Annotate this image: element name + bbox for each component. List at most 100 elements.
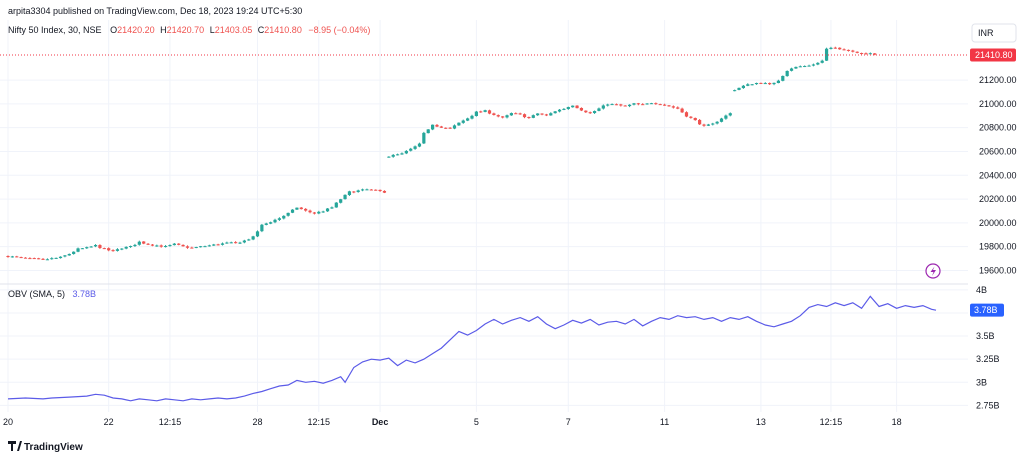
candle (339, 198, 343, 204)
candle (479, 110, 483, 113)
candle (575, 105, 579, 109)
candle (194, 246, 198, 249)
candle (711, 122, 715, 126)
candle (474, 110, 478, 117)
candle (347, 190, 352, 196)
candle (483, 109, 487, 113)
candle (715, 121, 719, 125)
candle (422, 131, 426, 145)
candle (330, 206, 334, 209)
price-axis-tick: 20000.00 (979, 218, 1017, 228)
candle (128, 245, 133, 248)
candle (781, 75, 785, 82)
high-value: 21420.70 (167, 25, 205, 35)
candle (400, 152, 404, 155)
time-axis-tick: 5 (474, 417, 479, 427)
candle (838, 47, 842, 50)
low-value: 21403.05 (215, 25, 253, 35)
candle (150, 243, 155, 247)
candle (606, 103, 610, 107)
candle (746, 83, 750, 87)
candle (360, 188, 365, 192)
candle (409, 147, 413, 152)
candle (514, 112, 518, 115)
candle (768, 82, 772, 85)
currency-button[interactable]: INR (971, 23, 1017, 43)
candle (470, 114, 474, 120)
candle (124, 246, 128, 250)
grid (0, 20, 968, 412)
candle (811, 63, 816, 67)
tv-icon (8, 441, 22, 451)
price-axis-tick: 19600.00 (979, 265, 1017, 275)
candle (614, 103, 619, 106)
candle (772, 82, 776, 86)
candle (531, 114, 535, 119)
candle (247, 238, 251, 241)
candle (641, 103, 645, 106)
candle (334, 202, 338, 208)
candle (461, 119, 465, 124)
candle (684, 111, 689, 118)
candle (199, 245, 203, 248)
candle (680, 107, 684, 113)
candle (610, 103, 614, 106)
candle (343, 194, 347, 200)
candle (645, 103, 649, 105)
lightning-icon[interactable] (925, 263, 941, 279)
candle (803, 65, 807, 68)
price-axis: 19600.00 19800.00 20000.00 20200.00 20400.00… (979, 75, 1017, 275)
obv-legend[interactable]: OBV (SMA, 5) 3.78B (8, 289, 96, 299)
candle (181, 244, 185, 247)
candle (702, 123, 706, 127)
candle (260, 223, 264, 233)
candle (225, 241, 229, 244)
candle (671, 105, 675, 109)
candle (6, 255, 10, 258)
svg-text:3.78B: 3.78B (974, 305, 998, 315)
candle (426, 129, 430, 134)
candle (566, 106, 570, 110)
candle (719, 117, 724, 123)
close-value: 21410.80 (264, 25, 302, 35)
candle (597, 107, 601, 112)
candle (492, 112, 496, 116)
candle (45, 258, 49, 261)
candle (277, 217, 281, 221)
candle (387, 156, 391, 158)
candle (540, 113, 544, 116)
candle (220, 242, 225, 246)
ohlc-legend[interactable]: Nifty 50 Index, 30, NSE O21420.20 H21420… (8, 25, 370, 35)
candle (417, 142, 422, 148)
candle (754, 82, 759, 85)
candle (794, 66, 798, 69)
candle (527, 116, 531, 119)
obv-value: 3.78B (73, 289, 97, 299)
candle (518, 112, 522, 115)
price-axis-tick: 21200.00 (979, 75, 1017, 85)
candle (216, 243, 220, 246)
time-axis-tick: 28 (253, 417, 263, 427)
candle (820, 59, 824, 64)
candle (851, 49, 855, 53)
obv-axis-tick: 2.75B (976, 400, 1000, 410)
candle (229, 241, 233, 244)
candle (137, 240, 141, 246)
change-value: −8.95 (−0.04%) (308, 25, 370, 35)
candle (557, 108, 562, 113)
candle (588, 111, 592, 114)
candle (444, 127, 448, 129)
candle (207, 244, 211, 247)
candle (487, 109, 492, 115)
candle (50, 257, 54, 260)
candle (242, 239, 246, 244)
candle (654, 102, 658, 105)
candle (146, 243, 150, 246)
candle (155, 244, 159, 247)
candle (15, 255, 19, 258)
candle (623, 105, 627, 107)
last-price-badge: 21410.80 (970, 48, 1016, 62)
candle (269, 221, 273, 225)
